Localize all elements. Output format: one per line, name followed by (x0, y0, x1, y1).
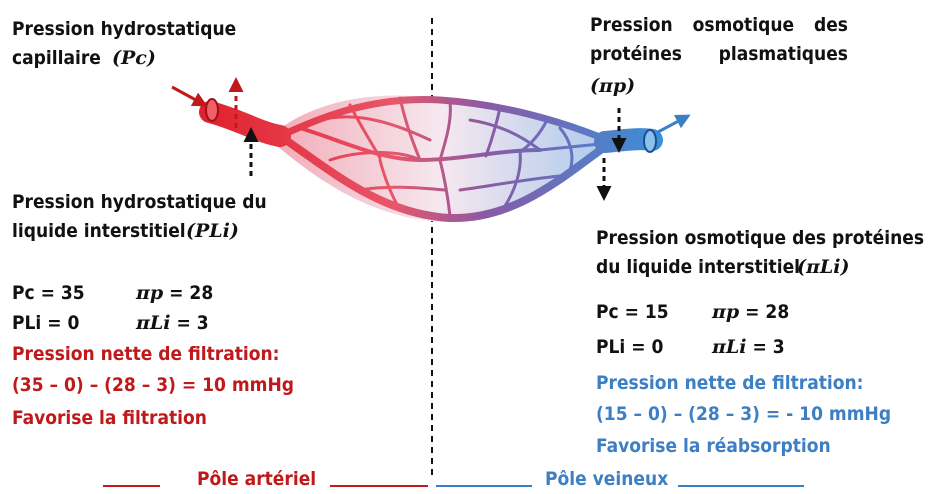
venous-pli-value: PLi = 0 (596, 336, 664, 358)
venous-net-effect: Favorise la réabsorption (596, 435, 831, 457)
venous-pili-symbol: πLi (712, 336, 747, 358)
capillary-network (199, 96, 663, 223)
pli-label: Pression hydrostatique du liquide inters… (12, 191, 267, 242)
arteriole-opening (205, 98, 219, 122)
blood-inflow-arrow (171, 85, 208, 107)
venous-pip-value: πp = 28 (712, 298, 789, 327)
venule-opening (643, 129, 657, 153)
arterial-pip-value: πp = 28 (136, 279, 213, 308)
arterial-pole-label: Pôle artériel (197, 468, 317, 490)
pli-label-block: Pression hydrostatique du liquide inters… (12, 188, 274, 246)
venous-net-title: Pression nette de filtration: (596, 372, 864, 394)
venous-pole-label: Pôle veineux (545, 468, 669, 490)
venous-net-formula: (15 – 0) – (28 – 3) = - 10 mmHg (596, 403, 892, 425)
arterial-net-title: Pression nette de filtration: (12, 343, 280, 365)
arterial-pip-number: = 28 (169, 282, 214, 304)
blood-outflow-arrow (657, 114, 691, 134)
arterial-pili-value: πLi = 3 (136, 309, 209, 338)
pip-symbol: (πp) (590, 75, 636, 97)
arterial-pip-symbol: πp (136, 282, 164, 304)
venous-pili-number: = 3 (752, 336, 785, 358)
venous-pili-value: πLi = 3 (712, 333, 785, 362)
arterial-pc-value: Pc = 35 (12, 282, 85, 304)
pli-symbol: (PLi) (186, 220, 239, 242)
arterial-pili-number: = 3 (176, 312, 209, 334)
pc-symbol: (Pc) (112, 47, 156, 69)
venous-pip-symbol: πp (712, 301, 740, 323)
arterial-pli-value: PLi = 0 (12, 312, 80, 334)
arterial-net-effect: Favorise la filtration (12, 407, 207, 429)
pili-label: Pression osmotique des protéines du liqu… (596, 227, 925, 278)
venous-pip-number: = 28 (745, 301, 790, 323)
pc-label: Pression hydrostatique capillaire (12, 18, 237, 69)
pip-label: Pression osmotique des protéines plasmat… (590, 14, 848, 65)
arterial-pili-symbol: πLi (136, 312, 171, 334)
venous-pc-value: Pc = 15 (596, 301, 669, 323)
pili-symbol: (πLi) (797, 256, 850, 278)
pc-label-block: Pression hydrostatique capillaire (12, 15, 260, 73)
arterial-net-formula: (35 – 0) – (28 – 3) = 10 mmHg (12, 374, 295, 396)
